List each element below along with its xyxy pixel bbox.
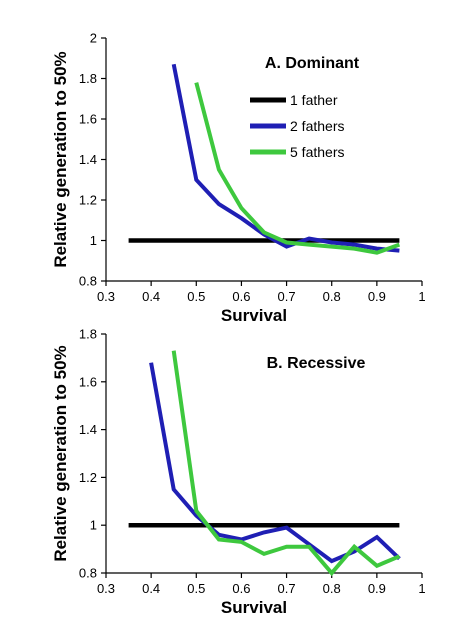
y-tick-label: 1.2 xyxy=(79,193,97,208)
x-axis-label: Survival xyxy=(221,306,287,325)
x-tick-label: 0.5 xyxy=(187,289,205,304)
series-line-2-fathers xyxy=(171,63,400,253)
x-tick-label: 0.7 xyxy=(278,581,296,596)
y-tick-label: 1.6 xyxy=(79,374,97,389)
y-tick-label: 1 xyxy=(90,518,97,533)
x-tick-label: 0.8 xyxy=(323,581,341,596)
y-tick-label: 1.8 xyxy=(79,71,97,86)
y-tick-label: 1.8 xyxy=(79,327,97,342)
y-tick-label: 1 xyxy=(90,233,97,248)
y-axis-label: Relative generation to 50% xyxy=(51,345,70,561)
x-tick-label: 0.6 xyxy=(232,581,250,596)
x-tick-label: 0.9 xyxy=(368,581,386,596)
y-tick-label: 0.8 xyxy=(79,274,97,289)
legend-label: 5 fathers xyxy=(290,144,344,160)
x-tick-label: 0.4 xyxy=(142,289,160,304)
chart-title: A. Dominant xyxy=(265,55,360,72)
x-tick-label: 1 xyxy=(418,289,425,304)
chart-title: B. Recessive xyxy=(267,355,366,372)
legend-label: 2 fathers xyxy=(290,118,344,134)
legend: 1 father 2 fathers 5 fathers xyxy=(250,92,344,160)
chart-panel-1: 0.8 1 1.2 1.4 1.6 1.8 2 0.3 0.4 0.5 0.6 0.7 0.8 0.9 1 S… xyxy=(51,31,426,326)
x-tick-label: 0.3 xyxy=(97,581,115,596)
y-tick-label: 1.6 xyxy=(79,112,97,127)
x-tick-label: 0.3 xyxy=(97,289,115,304)
legend-label: 1 father xyxy=(290,92,338,108)
x-tick-label: 1 xyxy=(418,581,425,596)
y-tick-label: 1.4 xyxy=(79,422,97,437)
x-axis-label: Survival xyxy=(221,598,287,617)
chart-panel-2: 0.8 1 1.2 1.4 1.6 1.8 0.3 0.4 0.5 0.6 0.7 0.8 0.9 1 Su… xyxy=(51,327,426,618)
series-line-5-fathers xyxy=(171,350,401,577)
y-tick-label: 1.2 xyxy=(79,470,97,485)
y-tick-label: 0.8 xyxy=(79,566,97,581)
x-tick-label: 0.5 xyxy=(187,581,205,596)
y-tick-label: 1.4 xyxy=(79,152,97,167)
x-tick-label: 0.7 xyxy=(278,289,296,304)
x-tick-label: 0.9 xyxy=(368,289,386,304)
x-tick-label: 0.4 xyxy=(142,581,160,596)
x-tick-label: 0.8 xyxy=(323,289,341,304)
x-tick-label: 0.6 xyxy=(232,289,250,304)
y-tick-label: 2 xyxy=(90,31,97,46)
y-axis-label: Relative generation to 50% xyxy=(51,51,70,267)
series-line-5-fathers xyxy=(194,82,401,255)
